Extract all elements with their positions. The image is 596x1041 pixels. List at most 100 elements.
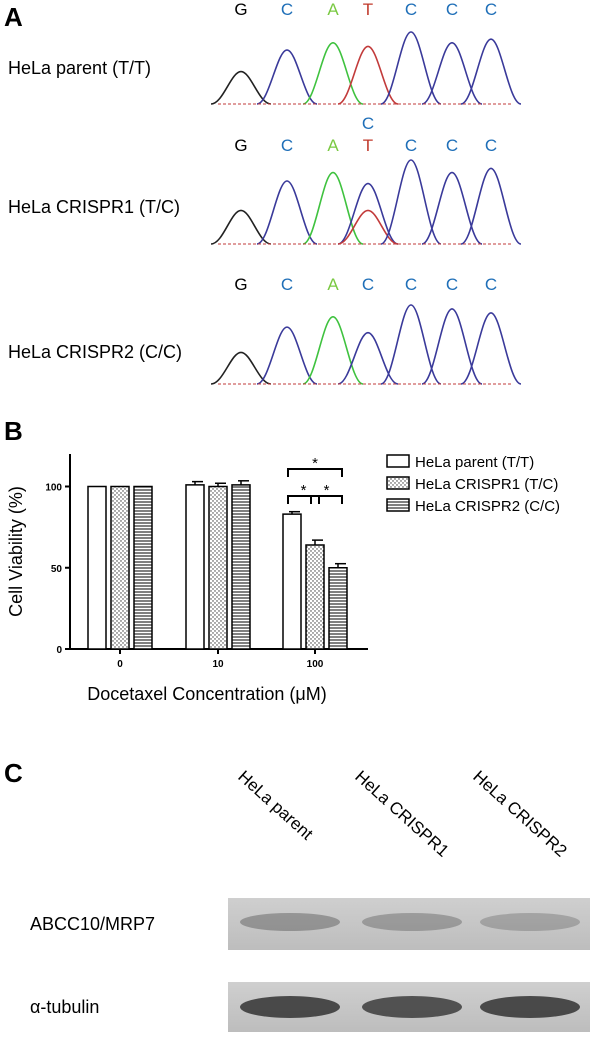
- bar-hlines: [231, 484, 251, 650]
- base-call-c: C: [485, 0, 497, 19]
- blot-row-label: α-tubulin: [30, 997, 99, 1017]
- trace-peak-c: [256, 49, 318, 105]
- trace-peak-g: [210, 70, 272, 105]
- base-call-c: C: [485, 136, 497, 155]
- blot-band: [480, 996, 580, 1018]
- chromatogram-label: HeLa CRISPR1 (T/C): [8, 197, 180, 217]
- blot-band: [362, 996, 462, 1018]
- chart-legend: HeLa parent (T/T) HeLa CRISPR1 (T/C) HeLa …: [386, 454, 560, 515]
- lane-label: HeLa parent: [234, 767, 316, 844]
- chromatogram-row: HeLa parent (T/T) G C A T C C C: [8, 0, 522, 105]
- significance-bracket: [287, 495, 320, 504]
- base-call-c: C: [281, 0, 293, 19]
- x-tick-label: 10: [212, 659, 224, 670]
- blot-band: [362, 913, 462, 931]
- trace-peak-c: [380, 31, 442, 105]
- panel-letter-c: C: [4, 758, 23, 788]
- base-call-a: A: [327, 275, 339, 294]
- significance-star: *: [301, 482, 307, 499]
- legend-swatch-open: [386, 454, 410, 468]
- base-call-g: G: [234, 0, 247, 19]
- trace-peak-c: [380, 159, 442, 245]
- base-call-c: C: [362, 114, 374, 133]
- base-call-g: G: [234, 136, 247, 155]
- y-tick-label: 50: [51, 564, 63, 575]
- trace-peak-c: [256, 326, 318, 385]
- blot-membrane: [228, 898, 590, 950]
- legend-swatch-dots: [386, 476, 410, 490]
- significance-bracket: [310, 495, 343, 504]
- bar-dots: [110, 485, 130, 650]
- trace-peak-c: [337, 331, 399, 385]
- bar-hlines: [328, 567, 348, 650]
- bar-open: [282, 513, 302, 650]
- blot-band: [240, 996, 340, 1018]
- base-call-t: T: [363, 0, 373, 19]
- blot-band: [240, 913, 340, 931]
- base-call-c: C: [281, 275, 293, 294]
- trace-peak-c: [460, 312, 522, 385]
- base-call-a: A: [327, 136, 339, 155]
- chromatogram-row: HeLa CRISPR1 (T/C)G C ACT C C C: [8, 114, 522, 245]
- x-axis-label: Docetaxel Concentration (μM): [87, 684, 326, 704]
- significance-star: *: [312, 455, 318, 472]
- trace-peak-c: [256, 180, 318, 245]
- legend-swatch-hlines: [386, 498, 410, 512]
- chromatogram-label: HeLa CRISPR2 (C/C): [8, 342, 182, 362]
- base-call-c: C: [362, 275, 374, 294]
- significance-bracket: [287, 468, 343, 477]
- trace-peak-a: [302, 171, 364, 245]
- base-call-c: C: [405, 0, 417, 19]
- trace-peak-c: [421, 171, 483, 245]
- x-tick-label: 0: [117, 659, 123, 670]
- trace-peak-c: [380, 304, 442, 385]
- trace-peak-c: [421, 308, 483, 385]
- trace-peak-a: [302, 41, 364, 105]
- lane-label: HeLa CRISPR2: [469, 767, 570, 861]
- base-call-c: C: [485, 275, 497, 294]
- blot-band: [480, 913, 580, 931]
- trace-peak-c: [337, 182, 399, 245]
- blot-row-label: ABCC10/MRP7: [30, 914, 155, 934]
- base-call-a: A: [327, 0, 339, 19]
- trace-peak-g: [210, 209, 272, 245]
- bar-open: [87, 485, 107, 650]
- base-call-c: C: [405, 275, 417, 294]
- panel-letter-b: B: [4, 416, 23, 446]
- x-tick-label: 100: [307, 659, 324, 670]
- western-blot: HeLa parent HeLa CRISPR1 HeLa CRISPR2 ABCC1…: [30, 767, 590, 1032]
- trace-peak-c: [460, 167, 522, 245]
- trace-peak-g: [210, 351, 272, 385]
- base-call-g: G: [234, 275, 247, 294]
- base-call-c: C: [281, 136, 293, 155]
- legend-label: HeLa CRISPR1 (T/C): [415, 476, 558, 493]
- base-call-c: C: [405, 136, 417, 155]
- y-axis-label: Cell Viability (%): [6, 486, 26, 617]
- y-tick-label: 100: [45, 483, 62, 494]
- chromatogram-row: HeLa CRISPR2 (C/C) G C A C C C C: [8, 275, 522, 385]
- base-call-c: C: [446, 0, 458, 19]
- trace-peak-c: [460, 38, 522, 105]
- y-tick-label: 0: [56, 645, 62, 656]
- chromatogram-label: HeLa parent (T/T): [8, 58, 151, 78]
- legend-label: HeLa parent (T/T): [415, 454, 534, 471]
- bar-dots: [305, 544, 325, 650]
- significance-star: *: [324, 482, 330, 499]
- panel-c-western-blot: C HeLa parent HeLa CRISPR1 HeLa CRISPR2 ABC…: [4, 758, 590, 1032]
- legend-label: HeLa CRISPR2 (C/C): [415, 498, 560, 515]
- lane-label: HeLa CRISPR1: [351, 767, 452, 861]
- trace-peak-c: [421, 41, 483, 105]
- bar-hlines: [133, 485, 153, 650]
- trace-peak-t: [337, 209, 399, 245]
- base-call-c: C: [446, 275, 458, 294]
- bar-dots: [208, 485, 228, 650]
- base-call-t: T: [363, 136, 373, 155]
- panel-letter-a: A: [4, 2, 23, 32]
- trace-peak-t: [337, 45, 399, 105]
- base-call-c: C: [446, 136, 458, 155]
